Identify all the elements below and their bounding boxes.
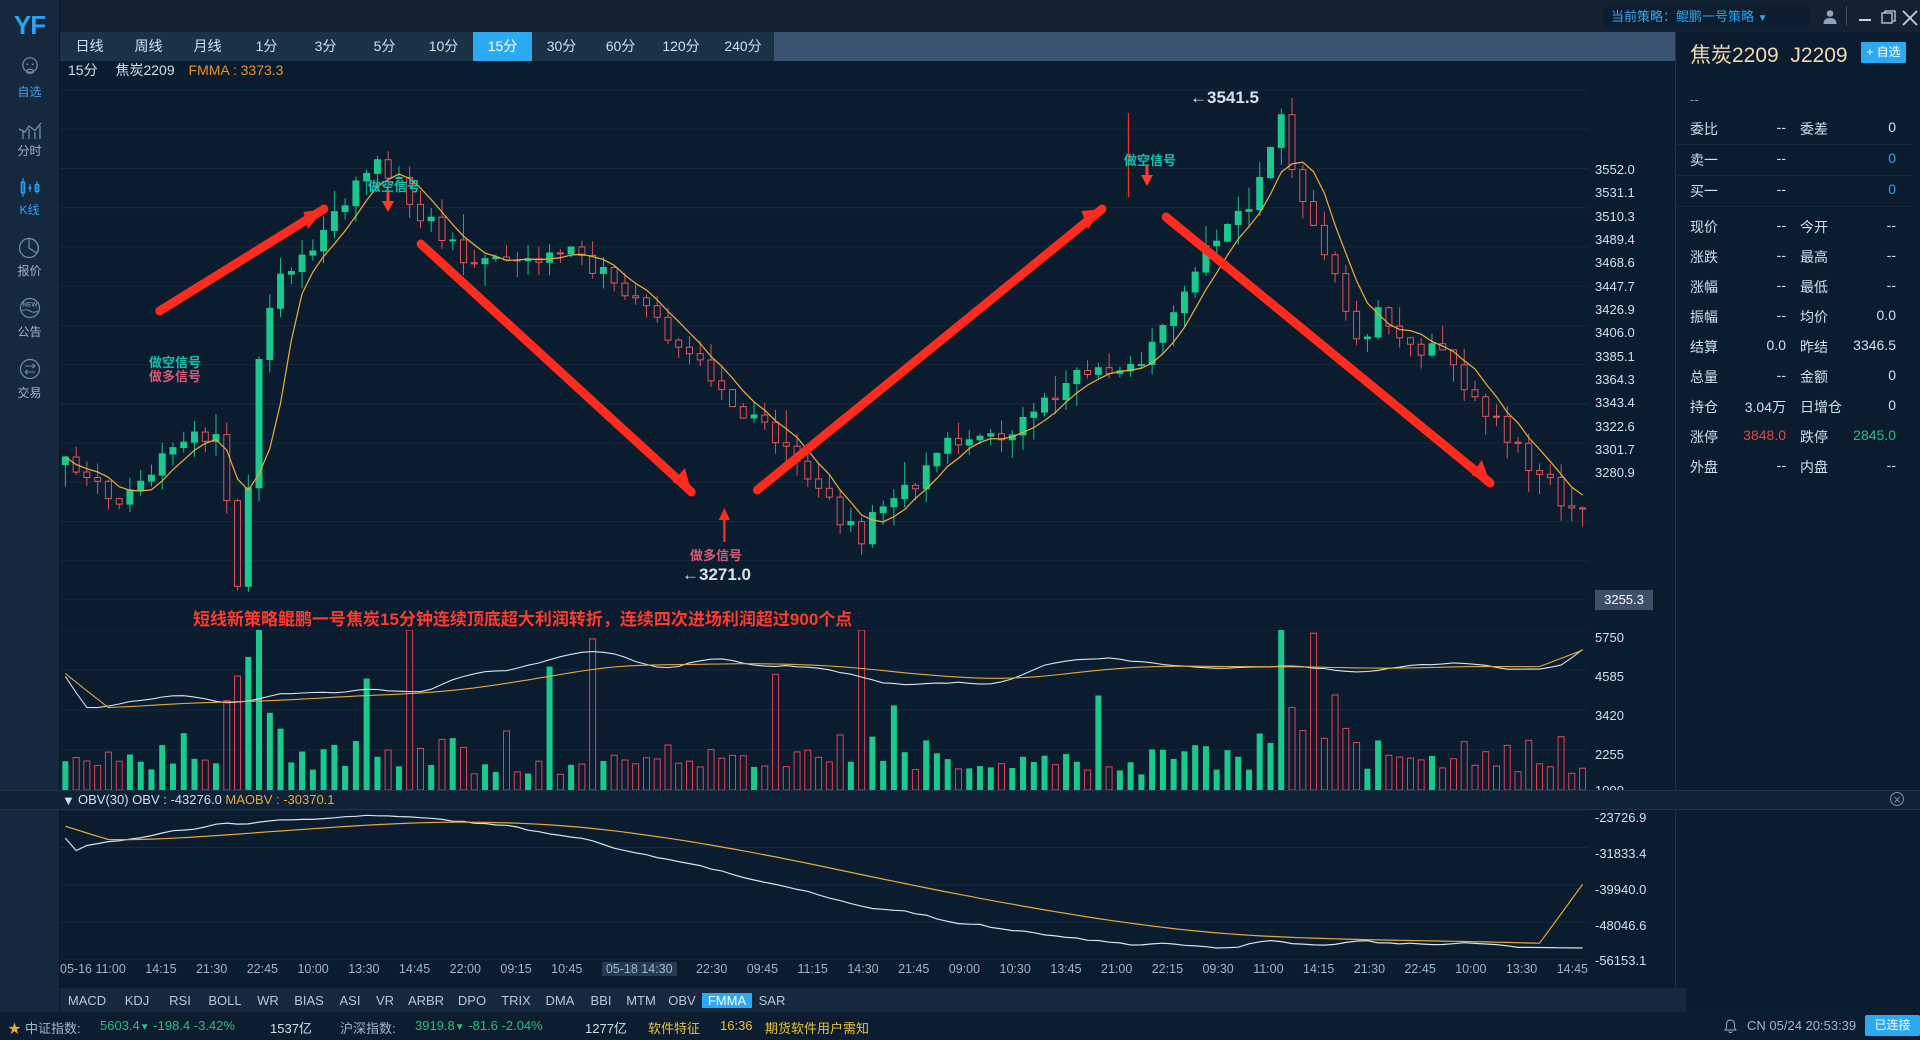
svg-text:NEW: NEW [22, 302, 38, 309]
